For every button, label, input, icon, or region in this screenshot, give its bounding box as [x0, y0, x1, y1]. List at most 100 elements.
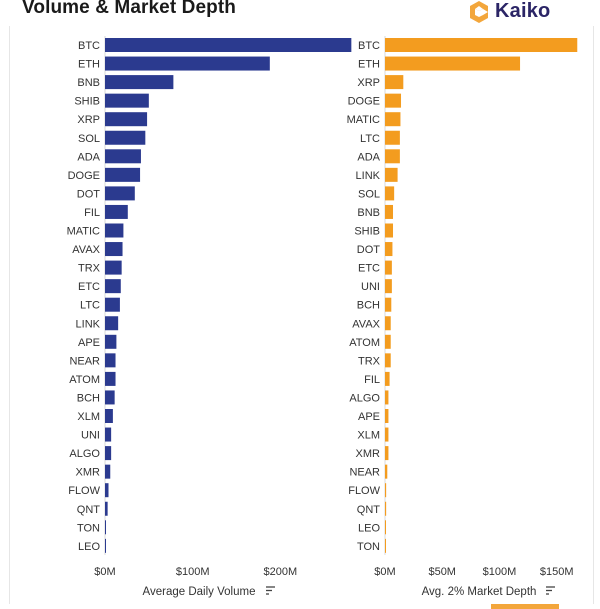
volume-bar-link	[105, 316, 119, 331]
volume-bar-eth	[105, 56, 270, 71]
volume-category-label: DOT	[77, 188, 101, 200]
volume-bar-qnt	[105, 501, 108, 516]
volume-category-label: FLOW	[68, 485, 100, 497]
volume-bar-atom	[105, 371, 116, 386]
volume-category-label: AVAX	[72, 244, 100, 256]
volume-bar-xmr	[105, 464, 111, 479]
depth-bar-ape	[385, 409, 389, 423]
depth-bar-btc	[385, 38, 578, 52]
volume-category-label: APE	[78, 337, 100, 349]
depth-bar-shib	[385, 223, 394, 238]
volume-bar-matic	[105, 223, 124, 238]
depth-bar-flow	[385, 483, 387, 498]
depth-bar-fil	[385, 371, 390, 386]
depth-bar-xlm	[385, 427, 389, 442]
page-title: Volume & Market Depth	[22, 0, 236, 18]
depth-category-label: TRX	[358, 355, 381, 367]
depth-bar-bch	[385, 297, 392, 312]
depth-bar-atom	[385, 334, 391, 349]
depth-bar-uni	[385, 279, 392, 294]
depth-category-label: NEAR	[349, 467, 380, 479]
depth-category-label: ALGO	[349, 392, 380, 404]
volume-category-label: MATIC	[67, 226, 100, 238]
depth-category-label: BNB	[357, 207, 380, 219]
volume-category-label: SHIB	[74, 96, 100, 108]
depth-category-label: BTC	[358, 40, 380, 52]
depth-x-tick-label: $100M	[483, 566, 517, 578]
depth-category-label: ATOM	[349, 337, 380, 349]
volume-category-label: SOL	[78, 133, 100, 145]
volume-bar-fil	[105, 204, 128, 219]
depth-bar-avax	[385, 316, 391, 331]
depth-x-tick-label: $150M	[540, 566, 574, 578]
volume-bar-leo	[105, 538, 106, 553]
depth-bar-xrp	[385, 75, 404, 90]
depth-bar-bnb	[385, 204, 394, 219]
volume-bar-near	[105, 353, 116, 368]
volume-bar-algo	[105, 446, 112, 461]
depth-category-label: LINK	[356, 170, 381, 182]
volume-bar-ape	[105, 334, 117, 349]
depth-category-label: APE	[358, 411, 380, 423]
depth-bar-link	[385, 167, 398, 182]
volume-category-label: NEAR	[69, 355, 100, 367]
depth-bar-xmr	[385, 446, 389, 461]
depth-bar-doge	[385, 93, 402, 108]
depth-bar-ton	[385, 538, 386, 553]
volume-bar-ltc	[105, 297, 120, 312]
brand-name: Kaiko	[495, 0, 551, 22]
volume-bar-bch	[105, 390, 115, 405]
volume-bar-trx	[105, 260, 122, 275]
volume-bar-flow	[105, 483, 109, 498]
depth-category-label: ETC	[358, 263, 380, 275]
volume-bar-ada	[105, 149, 141, 164]
volume-category-label: ETC	[78, 281, 100, 293]
depth-bar-algo	[385, 390, 389, 405]
depth-bar-matic	[385, 112, 401, 127]
depth-category-label: BCH	[357, 300, 380, 312]
depth-category-label: DOT	[357, 244, 381, 256]
volume-bar-bnb	[105, 75, 174, 90]
depth-category-label: TON	[357, 541, 380, 553]
depth-bar-near	[385, 464, 388, 479]
depth-x-axis-title: Avg. 2% Market Depth	[422, 586, 537, 598]
depth-category-label: XMR	[356, 448, 381, 460]
depth-bar-trx	[385, 353, 391, 368]
volume-category-label: XRP	[77, 114, 100, 126]
volume-category-label: QNT	[77, 504, 101, 516]
depth-bar-ltc	[385, 130, 400, 145]
volume-category-label: BTC	[78, 40, 100, 52]
volume-bar-ton	[105, 520, 106, 535]
volume-bar-doge	[105, 167, 141, 182]
depth-category-label: AVAX	[352, 318, 380, 330]
depth-category-label: ADA	[357, 151, 380, 163]
depth-bar-leo	[385, 520, 386, 535]
volume-category-label: XMR	[76, 467, 101, 479]
volume-category-label: DOGE	[68, 170, 100, 182]
volume-bar-xrp	[105, 112, 148, 127]
volume-x-axis-title: Average Daily Volume	[143, 586, 256, 598]
kaiko-logo-icon	[470, 1, 488, 23]
brand-logo: Kaiko	[466, 0, 550, 25]
volume-category-label: ALGO	[69, 448, 100, 460]
depth-category-label: FLOW	[348, 485, 380, 497]
legend-swatch-depth	[491, 604, 559, 609]
depth-category-label: MATIC	[347, 114, 380, 126]
depth-category-label: DOGE	[348, 96, 380, 108]
volume-category-label: ATOM	[69, 374, 100, 386]
volume-category-label: XLM	[77, 411, 100, 423]
depth-bar-qnt	[385, 501, 387, 516]
depth-category-label: LTC	[360, 133, 380, 145]
depth-category-label: XRP	[357, 77, 380, 89]
depth-bar-dot	[385, 242, 393, 257]
depth-category-label: SHIB	[354, 226, 380, 238]
depth-bar-eth	[385, 56, 521, 71]
depth-category-label: LEO	[358, 522, 380, 534]
volume-bar-dot	[105, 186, 135, 201]
volume-category-label: LTC	[80, 300, 100, 312]
volume-category-label: ETH	[78, 59, 100, 71]
depth-category-label: SOL	[358, 188, 380, 200]
volume-category-label: FIL	[84, 207, 100, 219]
depth-bar-sol	[385, 186, 395, 201]
volume-bar-btc	[105, 38, 352, 52]
